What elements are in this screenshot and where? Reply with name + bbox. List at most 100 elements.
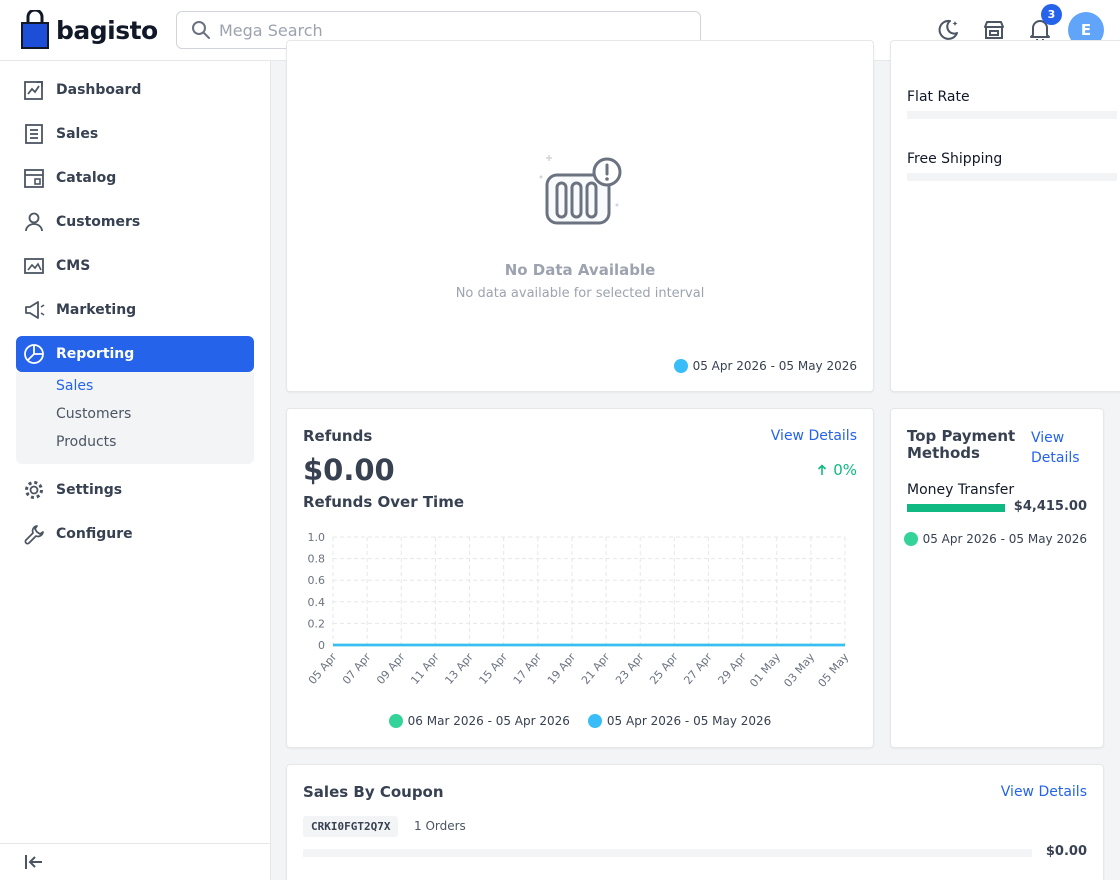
sidebar-item-settings[interactable]: Settings [16, 472, 254, 508]
legend-item-previous: 06 Mar 2026 - 05 Apr 2026 [388, 714, 570, 728]
legend-dot [673, 359, 688, 373]
reporting-submenu: Sales Customers Products [16, 372, 254, 464]
shipping-method-bar [907, 173, 1117, 181]
cms-icon [22, 254, 46, 278]
refunds-change: 0% [817, 461, 857, 479]
y-tick-label: 0.6 [308, 574, 326, 587]
sidebar-item-marketing[interactable]: Marketing [16, 292, 254, 328]
payment-view-details-link[interactable]: View Details [1031, 428, 1080, 468]
sidebar-item-label: Marketing [56, 302, 137, 318]
no-data-title: No Data Available [504, 261, 656, 279]
shipping-method-label: Flat Rate [907, 89, 970, 105]
coupon-amount: $0.00 [1045, 844, 1087, 859]
shipping-methods-card: Flat Rate Free Shipping [890, 40, 1120, 392]
x-tick-label: 11 Apr [408, 650, 442, 687]
customers-icon [22, 210, 46, 234]
x-tick-label: 25 Apr [647, 650, 681, 687]
shipping-method-bar [907, 111, 1117, 119]
marketing-icon [22, 298, 46, 322]
sidebar-item-configure[interactable]: Configure [16, 516, 254, 552]
coupon-code: CRKI0FGT2Q7X [311, 820, 391, 833]
refunds-view-details-link[interactable]: View Details [770, 428, 857, 444]
shopping-bag-icon [21, 10, 49, 49]
sidebar-item-customers[interactable]: Customers [16, 204, 254, 240]
sales-by-coupon-card: Sales By Coupon View Details CRKI0FGT2Q7… [286, 764, 1104, 880]
sidebar-item-label: Catalog [56, 170, 117, 186]
x-tick-label: 03 May [781, 650, 817, 690]
collapse-sidebar-icon[interactable] [24, 853, 44, 871]
legend-label: 05 Apr 2026 - 05 May 2026 [692, 359, 857, 373]
payment-method-amount: $4,415.00 [1013, 499, 1087, 514]
x-tick-label: 05 May [815, 650, 851, 690]
sales-icon [22, 122, 46, 146]
no-data-chart-card: No Data Available No data available for … [286, 40, 874, 392]
moon-icon [938, 19, 958, 40]
payment-title-line: Top Payment [907, 427, 1016, 445]
refunds-chart-title: Refunds Over Time [303, 493, 464, 511]
search-input[interactable] [219, 20, 679, 40]
y-tick-label: 0.2 [308, 617, 326, 630]
coupon-view-details-link[interactable]: View Details [1000, 784, 1087, 800]
y-tick-label: 0.8 [308, 553, 326, 566]
settings-icon [22, 478, 46, 502]
dashboard-icon [22, 78, 46, 102]
payment-method-bar-fill [907, 504, 1005, 512]
x-tick-label: 19 Apr [545, 650, 579, 687]
no-data-subtitle: No data available for selected interval [455, 286, 705, 301]
x-tick-label: 15 Apr [477, 650, 511, 687]
sidebar-item-label: Dashboard [56, 82, 142, 98]
submenu-item-products[interactable]: Products [56, 434, 117, 450]
payment-method-bar [907, 504, 1005, 512]
payment-title-line: Methods [907, 444, 980, 462]
legend-label: 06 Mar 2026 - 05 Apr 2026 [407, 714, 570, 728]
x-tick-label: 23 Apr [613, 650, 647, 687]
x-tick-label: 29 Apr [715, 650, 749, 687]
legend-item-current: 05 Apr 2026 - 05 May 2026 [587, 714, 772, 728]
sidebar-item-sales[interactable]: Sales [16, 116, 254, 152]
sidebar-item-reporting[interactable]: Reporting [16, 336, 254, 372]
view-details-line: View [1031, 430, 1065, 446]
dark-mode-toggle[interactable] [934, 16, 962, 44]
x-tick-label: 27 Apr [681, 650, 715, 687]
sidebar-item-catalog[interactable]: Catalog [16, 160, 254, 196]
refunds-title: Refunds [303, 427, 373, 445]
top-payment-methods-card: Top Payment Methods View Details Money T… [890, 408, 1104, 748]
sidebar-item-label: Sales [56, 126, 99, 142]
refunds-chart-legend: 06 Mar 2026 - 05 Apr 2026 05 Apr 2026 - … [287, 714, 873, 728]
payment-method-name: Money Transfer [907, 482, 1015, 498]
sidebar-item-label: Configure [56, 526, 133, 542]
legend-label: 05 Apr 2026 - 05 May 2026 [606, 714, 772, 728]
sidebar-item-cms[interactable]: CMS [16, 248, 254, 284]
x-tick-label: 07 Apr [340, 650, 374, 687]
sidebar-item-label: CMS [56, 258, 91, 274]
brand-name: bagisto [56, 15, 158, 45]
x-tick-label: 21 Apr [579, 650, 613, 687]
sidebar: Dashboard Sales Catalog Customers CMS Ma… [0, 61, 271, 880]
sidebar-collapse-bar [0, 843, 270, 880]
x-tick-label: 13 Apr [442, 650, 476, 687]
coupon-title: Sales By Coupon [303, 783, 444, 801]
submenu-item-customers[interactable]: Customers [56, 406, 132, 422]
notification-count-badge: 3 [1041, 4, 1062, 25]
shipping-method-label: Free Shipping [907, 151, 1003, 167]
x-tick-label: 17 Apr [511, 650, 545, 687]
storefront-button[interactable] [980, 16, 1008, 44]
reporting-icon [22, 342, 46, 366]
submenu-item-sales[interactable]: Sales [56, 378, 94, 394]
brand-logo[interactable]: bagisto [20, 10, 158, 50]
legend-dot [388, 714, 403, 728]
sidebar-item-label: Settings [56, 482, 123, 498]
coupon-orders: 1 Orders [414, 819, 466, 833]
sidebar-item-dashboard[interactable]: Dashboard [16, 72, 254, 108]
configure-icon [22, 522, 46, 546]
legend-dot [903, 532, 918, 546]
store-icon [984, 21, 1004, 39]
refunds-over-time-chart: 1.0 0.8 0.6 0.4 0.2 005 Apr 07 Apr 09 Apr 11 Apr… [306, 531, 852, 690]
sidebar-item-label: Reporting [56, 346, 135, 362]
x-tick-label: 09 Apr [374, 650, 408, 687]
legend-label: 05 Apr 2026 - 05 May 2026 [922, 532, 1087, 546]
coupon-code-badge: CRKI0FGT2Q7X [303, 816, 399, 837]
no-data-chart-icon [539, 155, 622, 225]
view-details-line: Details [1031, 450, 1080, 466]
coupon-bar [303, 849, 1032, 857]
